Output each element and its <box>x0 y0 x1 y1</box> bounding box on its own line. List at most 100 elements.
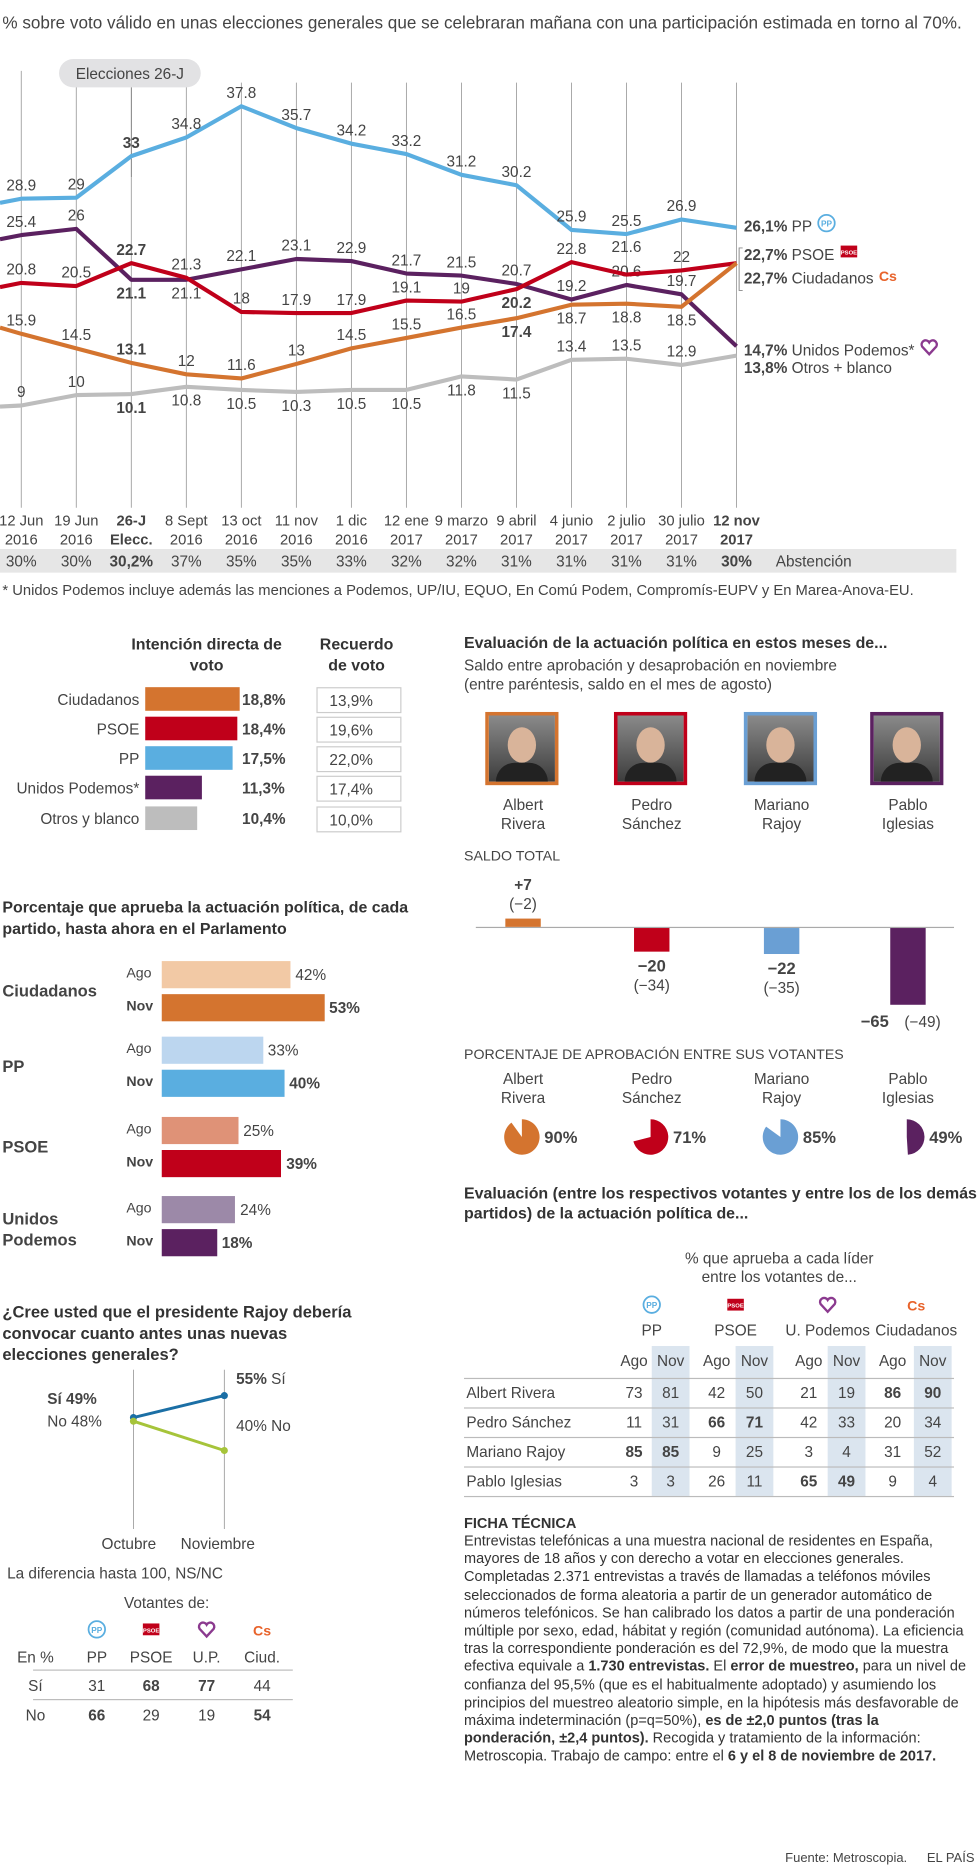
annotation-pill <box>59 59 201 88</box>
period-header: Nov <box>740 1351 769 1370</box>
row-label: Sí <box>28 1676 43 1695</box>
x-tick-label: 2017 <box>500 532 533 548</box>
end-label-ciudadanos: 22,7% Ciudadanos Cs <box>744 267 902 287</box>
psoe-logo-icon: PSOE <box>840 245 857 258</box>
saldo-bar <box>505 918 541 927</box>
nsnc-note: La diferencia hasta 100, NS/NC <box>7 1564 223 1583</box>
data-label: 17.9 <box>281 292 311 309</box>
leader-name: Pablo Iglesias <box>466 1472 562 1491</box>
si-label-right: Sí <box>271 1369 286 1388</box>
data-label: 10.8 <box>171 393 201 410</box>
data-label: 26.9 <box>667 198 697 215</box>
data-label: 15.5 <box>391 317 421 334</box>
ficha-segment: error de muestreo, <box>730 1658 859 1675</box>
abstention-value: 32% <box>391 552 422 571</box>
cell: 9 <box>888 1472 897 1491</box>
nov-column-shade <box>913 1345 952 1496</box>
saldo-prev: (−2) <box>509 894 537 913</box>
data-label: 19 <box>453 280 470 297</box>
data-label: 35.7 <box>281 107 311 124</box>
cell: 73 <box>625 1383 643 1402</box>
end-label-pp: 26,1% PP PP <box>744 214 841 235</box>
abstention-value: 30% <box>5 552 37 571</box>
series-line-psoe <box>0 260 737 316</box>
period-header: Nov <box>919 1351 947 1370</box>
leader-first-name: Albert <box>502 795 544 814</box>
abstention-band <box>0 549 957 573</box>
cell: 19 <box>198 1706 216 1724</box>
poll-line-chart: Elecciones 26-J 28.9 29 33 34.8 37.8 35.7 34.2 3… <box>0 59 761 548</box>
end-label-unidos-podemos-: 14,7% Unidos Podemos* <box>744 339 943 359</box>
data-label: 13.4 <box>557 339 587 356</box>
party-name: Ciudadanos <box>2 981 97 1001</box>
cell: 90 <box>924 1383 942 1402</box>
data-label: 11.5 <box>502 385 531 402</box>
row-label: No <box>25 1706 46 1724</box>
data-label: 22.7 <box>116 242 146 259</box>
leader-photo <box>743 711 818 786</box>
saldo-value: −65 <box>860 1011 889 1031</box>
cs-logo-icon: Cs <box>879 269 897 285</box>
approval-value-ago: 25% <box>243 1121 274 1140</box>
data-label: 19.2 <box>557 278 587 295</box>
si-line <box>133 1394 225 1419</box>
leader-first-name: Albert <box>502 1069 544 1088</box>
pp-logo-icon: PP <box>87 1620 106 1639</box>
leader-last-name: Rajoy <box>761 814 802 833</box>
label-octubre: Octubre <box>101 1534 157 1553</box>
party-header: PP <box>641 1321 662 1339</box>
x-tick-label: 2016 <box>225 532 258 548</box>
x-tick-label: 9 abril <box>496 513 536 529</box>
label-ago: Ago <box>126 1199 152 1217</box>
period-header: Nov <box>656 1351 685 1370</box>
approval-value-ago: 33% <box>267 1041 299 1060</box>
abstention-value: 30,2% <box>109 552 154 571</box>
ficha-segment: 1.730 entrevistas. <box>588 1658 710 1675</box>
leader-photo <box>485 711 559 786</box>
abstention-value: 33% <box>336 552 367 571</box>
label-nov: Nov <box>126 1153 154 1171</box>
cell: 4 <box>842 1442 851 1461</box>
x-tick-label: 2016 <box>60 532 93 548</box>
cell: 26 <box>708 1472 726 1491</box>
x-tick-label: 12 ene <box>384 513 429 529</box>
approval-value-nov: 18% <box>221 1233 253 1252</box>
data-label: 25.5 <box>612 213 642 230</box>
x-tick-label: 2016 <box>5 532 38 548</box>
end-value: 22,7% <box>743 269 788 287</box>
podemos-heart-icon <box>818 1296 837 1314</box>
cell: 31 <box>884 1442 902 1461</box>
x-tick-label: 4 junio <box>550 513 593 529</box>
svg-text:Cs: Cs <box>879 269 897 285</box>
data-label: 26 <box>68 208 85 225</box>
svg-text:PSOE: PSOE <box>840 250 856 256</box>
data-label: 21.6 <box>612 239 642 256</box>
data-label: 21.1 <box>171 286 201 303</box>
party-label: Ciudadanos <box>57 690 140 709</box>
approval-pct: 49% <box>929 1127 963 1147</box>
x-tick-label: 2017 <box>665 532 698 548</box>
data-label: 21.5 <box>446 254 476 271</box>
saldo-bar <box>634 928 670 952</box>
period-header: Ago <box>878 1351 907 1370</box>
data-label: 23.1 <box>281 238 311 255</box>
data-label: 18.8 <box>612 310 642 327</box>
x-tick-label: 12 nov <box>713 513 761 529</box>
footnote: * Unidos Podemos incluye además las menc… <box>2 582 914 599</box>
cross-title: Evaluación (entre los respectivos votant… <box>464 1184 977 1223</box>
leader-name: Pedro Sánchez <box>466 1413 572 1432</box>
cell: 33 <box>838 1413 856 1432</box>
approval-value-ago: 24% <box>240 1200 271 1219</box>
party-name: Unidos Podemos <box>2 1209 77 1250</box>
data-label: 14.5 <box>336 327 366 344</box>
series-line-ciudadanos <box>0 261 738 381</box>
approval-bar-nov <box>161 1069 285 1097</box>
period-header: Ago <box>795 1351 823 1370</box>
approval-pie <box>633 1119 669 1155</box>
col-header: En % <box>17 1648 54 1666</box>
data-label: 20.8 <box>6 262 36 279</box>
evaluation-title: Evaluación de la actuación política en e… <box>464 634 888 652</box>
data-label: 37.8 <box>226 85 256 102</box>
header-direct-vote: Intención directa de voto <box>131 635 282 675</box>
data-label: 20.5 <box>61 265 91 282</box>
